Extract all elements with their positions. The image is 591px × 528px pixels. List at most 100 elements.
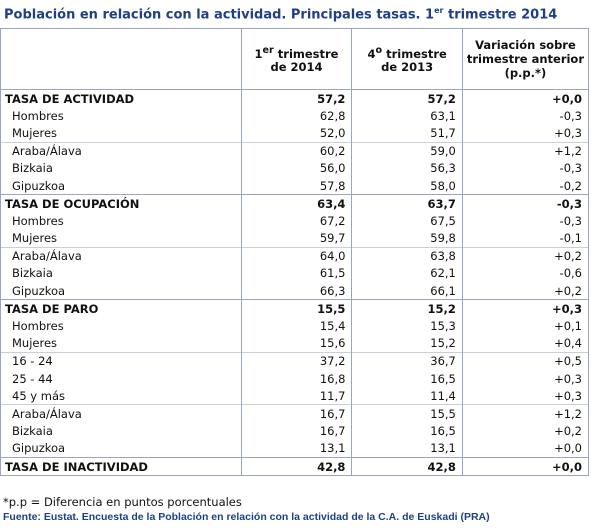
cell-q4-2013: 59,8: [351, 229, 463, 248]
cell-q1-2014: 37,2: [241, 351, 353, 370]
cell-q1-2014: 16,7: [241, 404, 353, 423]
row-label: Araba/Álava: [0, 246, 242, 265]
cell-q4-2013: 63,8: [351, 246, 463, 265]
cell-variation: +0,1: [462, 317, 590, 335]
cell-variation: -0,2: [462, 176, 590, 195]
row-label: Hombres: [0, 317, 242, 335]
cell-q1-2014: 16,7: [241, 422, 353, 440]
row-label: Bizkaia: [0, 422, 242, 440]
table-row: Gipuzkoa 66,3 66,1 +0,2: [0, 282, 590, 300]
cell-q1-2014: 67,2: [241, 212, 353, 230]
cell-variation: +0,0: [462, 439, 590, 458]
cell-q1-2014: 63,4: [241, 194, 353, 213]
cell-variation: -0,6: [462, 264, 590, 283]
cell-q4-2013: 63,7: [351, 194, 463, 213]
cell-variation: +0,2: [462, 282, 590, 300]
cell-q1-2014: 62,8: [241, 107, 353, 125]
header-q1-2014: 1er trimestre de 2014: [241, 28, 353, 90]
row-label: TASA DE INACTIVIDAD: [0, 456, 242, 477]
table-row: Bizkaia 56,0 56,3 -0,3: [0, 159, 590, 177]
source-note: Fuente: Eustat. Encuesta de la Población…: [3, 511, 490, 523]
cell-variation: +1,2: [462, 141, 590, 160]
cell-q4-2013: 42,8: [351, 456, 463, 477]
cell-q4-2013: 58,0: [351, 176, 463, 195]
cell-q1-2014: 57,8: [241, 176, 353, 195]
cell-q1-2014: 15,4: [241, 317, 353, 335]
row-label: Hombres: [0, 212, 242, 230]
cell-q4-2013: 51,7: [351, 124, 463, 143]
cell-q1-2014: 42,8: [241, 456, 353, 477]
row-label: TASA DE PARO: [0, 299, 242, 318]
cell-q1-2014: 11,7: [241, 387, 353, 405]
row-label: 45 y más: [0, 387, 242, 405]
table-row: Bizkaia 16,7 16,5 +0,2: [0, 422, 590, 440]
cell-variation: +0,4: [462, 334, 590, 353]
cell-variation: +0,3: [462, 299, 590, 318]
row-label: Mujeres: [0, 229, 242, 248]
header-empty: [0, 28, 242, 90]
cell-variation: -0,1: [462, 229, 590, 248]
cell-q4-2013: 62,1: [351, 264, 463, 283]
rates-table: 1er trimestre de 2014 4o trimestre de 2013…: [0, 28, 590, 477]
row-label: TASA DE ACTIVIDAD: [0, 89, 242, 108]
row-label: Mujeres: [0, 124, 242, 143]
row-label: 16 - 24: [0, 351, 242, 370]
table-row: 25 - 44 16,8 16,5 +0,3: [0, 370, 590, 388]
table-row: Hombres 67,2 67,5 -0,3: [0, 212, 590, 230]
table-row: Mujeres 59,7 59,8 -0,1: [0, 229, 590, 248]
table-row: TASA DE INACTIVIDAD 42,8 42,8 +0,0: [0, 456, 590, 477]
row-label: Gipuzkoa: [0, 176, 242, 195]
table-row: Hombres 15,4 15,3 +0,1: [0, 317, 590, 335]
cell-variation: +0,2: [462, 422, 590, 440]
table-row: Hombres 62,8 63,1 -0,3: [0, 107, 590, 125]
row-label: Araba/Álava: [0, 404, 242, 423]
cell-variation: -0,3: [462, 212, 590, 230]
cell-variation: -0,3: [462, 194, 590, 213]
cell-q4-2013: 57,2: [351, 89, 463, 108]
row-label: Hombres: [0, 107, 242, 125]
table-row: 16 - 24 37,2 36,7 +0,5: [0, 351, 590, 370]
cell-q4-2013: 63,1: [351, 107, 463, 125]
table-title: Población en relación con la actividad. …: [4, 6, 558, 23]
cell-q4-2013: 15,3: [351, 317, 463, 335]
cell-q4-2013: 16,5: [351, 370, 463, 388]
cell-q1-2014: 59,7: [241, 229, 353, 248]
cell-q4-2013: 67,5: [351, 212, 463, 230]
cell-variation: +0,3: [462, 387, 590, 405]
cell-q1-2014: 16,8: [241, 370, 353, 388]
cell-q4-2013: 59,0: [351, 141, 463, 160]
cell-q1-2014: 56,0: [241, 159, 353, 177]
cell-q1-2014: 57,2: [241, 89, 353, 108]
cell-q4-2013: 36,7: [351, 351, 463, 370]
cell-q1-2014: 13,1: [241, 439, 353, 458]
cell-q1-2014: 60,2: [241, 141, 353, 160]
footnote: *p.p = Diferencia en puntos porcentuales: [3, 495, 242, 509]
cell-variation: +0,0: [462, 456, 590, 477]
cell-q4-2013: 66,1: [351, 282, 463, 300]
cell-variation: +0,3: [462, 370, 590, 388]
cell-q4-2013: 16,5: [351, 422, 463, 440]
cell-variation: +0,3: [462, 124, 590, 143]
table-row: Bizkaia 61,5 62,1 -0,6: [0, 264, 590, 283]
cell-q4-2013: 56,3: [351, 159, 463, 177]
table-row: Gipuzkoa 57,8 58,0 -0,2: [0, 176, 590, 195]
table-row: Gipuzkoa 13,1 13,1 +0,0: [0, 439, 590, 458]
row-label: Gipuzkoa: [0, 282, 242, 300]
header-variation: Variación sobre trimestre anterior (p.p.*): [462, 28, 590, 90]
cell-variation: +1,2: [462, 404, 590, 423]
cell-q1-2014: 61,5: [241, 264, 353, 283]
row-label: Bizkaia: [0, 159, 242, 177]
cell-q1-2014: 15,6: [241, 334, 353, 353]
cell-variation: +0,0: [462, 89, 590, 108]
row-label: Araba/Álava: [0, 141, 242, 160]
cell-q1-2014: 64,0: [241, 246, 353, 265]
table-row: Araba/Álava 64,0 63,8 +0,2: [0, 246, 590, 265]
cell-q1-2014: 52,0: [241, 124, 353, 143]
table-row: Araba/Álava 16,7 15,5 +1,2: [0, 404, 590, 423]
cell-q4-2013: 11,4: [351, 387, 463, 405]
table-row: Araba/Álava 60,2 59,0 +1,2: [0, 141, 590, 160]
cell-q4-2013: 15,2: [351, 299, 463, 318]
cell-q4-2013: 15,5: [351, 404, 463, 423]
row-label: Mujeres: [0, 334, 242, 353]
cell-variation: -0,3: [462, 107, 590, 125]
